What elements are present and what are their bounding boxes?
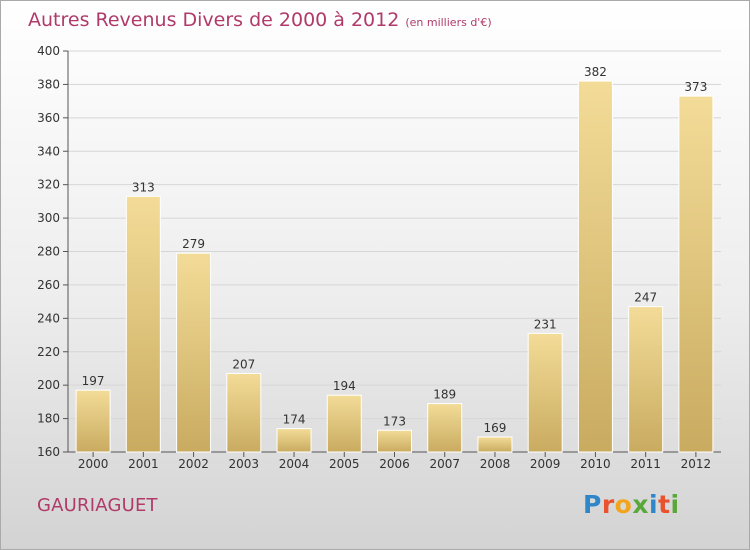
value-label: 207: [232, 357, 255, 371]
bar-2006: [377, 429, 412, 453]
bar-2001: [125, 195, 161, 453]
value-label: 313: [132, 180, 155, 194]
value-label: 382: [584, 65, 607, 79]
chart-title: Autres Revenus Divers de 2000 à 2012: [28, 9, 400, 31]
y-tick-label: 180: [37, 412, 60, 426]
x-tick-label: 2010: [580, 457, 611, 471]
x-tick-label: 2012: [681, 457, 712, 471]
y-tick-label: 400: [37, 44, 60, 58]
value-label: 231: [534, 317, 557, 331]
bar-2011: [628, 306, 664, 453]
value-label: 169: [484, 421, 507, 435]
y-tick-label: 380: [37, 77, 60, 91]
x-tick-label: 2002: [178, 457, 209, 471]
logo-letter: t: [658, 490, 671, 519]
value-label: 174: [283, 413, 306, 427]
x-tick-label: 2000: [78, 457, 109, 471]
x-tick-label: 2005: [329, 457, 360, 471]
y-tick-label: 160: [37, 445, 60, 459]
bar-2003: [226, 372, 262, 453]
chart-subtitle: (en milliers d'€): [405, 16, 492, 29]
bar-2009: [527, 332, 563, 453]
value-label: 173: [383, 414, 406, 428]
proxiti-logo: Proxiti: [583, 490, 680, 519]
bar-2010: [577, 80, 613, 453]
bar-2008: [477, 436, 513, 453]
bar-2005: [326, 394, 362, 453]
x-tick-label: 2009: [530, 457, 561, 471]
bar-2002: [176, 252, 212, 453]
logo-letter: P: [583, 490, 602, 519]
x-tick-label: 2001: [128, 457, 159, 471]
logo-letter: i: [670, 490, 680, 519]
logo-letter: x: [632, 490, 649, 519]
chart-title-block: Autres Revenus Divers de 2000 à 2012 (en …: [28, 9, 492, 31]
value-label: 247: [634, 291, 657, 305]
logo-letter: i: [649, 490, 659, 519]
bar-2000: [75, 389, 111, 453]
logo-letter: o: [614, 490, 633, 519]
y-tick-label: 300: [37, 211, 60, 225]
location-name: GAURIAGUET: [37, 495, 158, 516]
value-label: 279: [182, 237, 205, 251]
bar-2004: [276, 428, 312, 453]
value-label: 197: [82, 374, 105, 388]
y-tick-label: 320: [37, 178, 60, 192]
x-tick-label: 2004: [279, 457, 310, 471]
bar-2012: [678, 95, 714, 453]
y-tick-label: 340: [37, 144, 60, 158]
x-tick-label: 2006: [379, 457, 410, 471]
y-tick-label: 360: [37, 111, 60, 125]
logo-letter: r: [601, 490, 615, 519]
y-tick-label: 200: [37, 378, 60, 392]
bar-2007: [427, 403, 463, 453]
x-tick-label: 2007: [429, 457, 460, 471]
value-label: 373: [684, 80, 707, 94]
y-tick-label: 260: [37, 278, 60, 292]
value-label: 194: [333, 379, 356, 393]
value-label: 189: [433, 388, 456, 402]
y-tick-label: 240: [37, 311, 60, 325]
x-tick-label: 2008: [480, 457, 511, 471]
x-tick-label: 2011: [630, 457, 661, 471]
y-tick-label: 280: [37, 245, 60, 259]
x-tick-label: 2003: [229, 457, 260, 471]
y-tick-label: 220: [37, 345, 60, 359]
